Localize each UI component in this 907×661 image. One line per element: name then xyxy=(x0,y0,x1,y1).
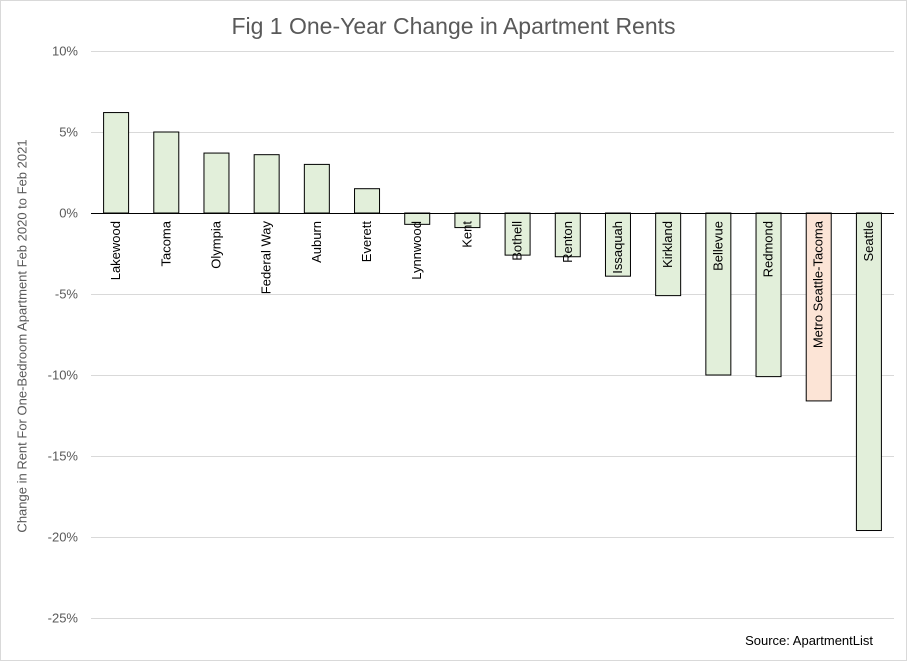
category-label: Issaquah xyxy=(610,221,625,274)
category-label: Seattle xyxy=(861,221,876,261)
bar xyxy=(253,154,280,214)
category-label: Auburn xyxy=(309,221,324,263)
y-tick-label: -15% xyxy=(48,449,79,464)
bar xyxy=(203,152,230,214)
category-label: Kirkland xyxy=(660,221,675,268)
y-tick-label: 10% xyxy=(52,44,78,59)
category-label: Olympia xyxy=(208,220,223,268)
bar xyxy=(705,212,732,376)
y-tick-label: 5% xyxy=(59,125,78,140)
bar xyxy=(855,212,882,532)
category-label: Renton xyxy=(560,221,575,263)
bar xyxy=(504,212,531,256)
category-label: Redmond xyxy=(761,221,776,277)
category-label: Everett xyxy=(359,221,374,263)
source-note: Source: ApartmentList xyxy=(745,633,873,648)
category-label: Kent xyxy=(459,221,474,248)
y-tick-label: -10% xyxy=(48,368,79,383)
bar xyxy=(805,212,832,402)
bar xyxy=(303,163,330,214)
category-label: Bellevue xyxy=(710,221,725,271)
y-tick-label: -5% xyxy=(55,287,79,302)
category-label: Lakewood xyxy=(108,221,123,280)
bar xyxy=(354,188,381,214)
chart-title: Fig 1 One-Year Change in Apartment Rents xyxy=(231,13,676,39)
y-tick-label: 0% xyxy=(59,206,78,221)
y-tick-label: -25% xyxy=(48,611,79,626)
category-label: Federal Way xyxy=(259,221,274,295)
bar xyxy=(103,112,130,214)
bar xyxy=(655,212,682,297)
y-tick-label: -20% xyxy=(48,530,79,545)
bar xyxy=(755,212,782,378)
bar xyxy=(554,212,581,258)
category-label: Bothell xyxy=(510,221,525,261)
bar xyxy=(604,212,631,277)
bar xyxy=(153,131,180,214)
category-label: Metro Seattle-Tacoma xyxy=(811,220,826,348)
category-label: Tacoma xyxy=(158,220,173,266)
category-label: Lynnwood xyxy=(409,221,424,280)
